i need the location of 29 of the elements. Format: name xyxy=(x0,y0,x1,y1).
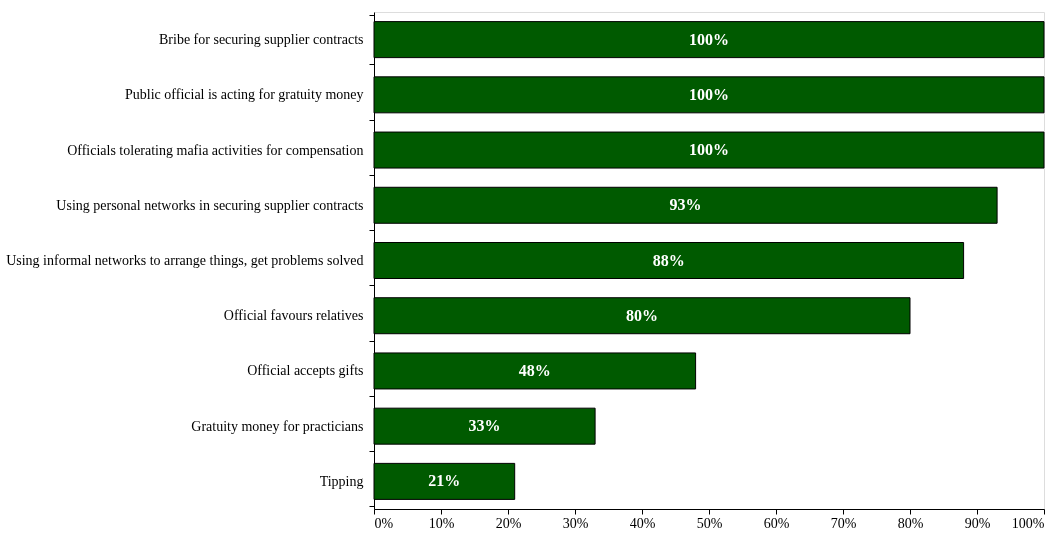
y-tick-label: Using informal networks to arrange things, get problems solved xyxy=(6,253,364,268)
data-label: 33% xyxy=(468,417,501,435)
data-label: 80% xyxy=(626,306,658,324)
y-tick-label: Gratuity money for practicians xyxy=(191,418,364,434)
y-tick-label: Officials tolerating mafia activities for compensation xyxy=(67,142,364,158)
data-label: 93% xyxy=(669,196,702,214)
x-tick-label: 40% xyxy=(629,515,656,531)
y-tick-label: Official favours relatives xyxy=(223,308,364,324)
x-tick-label: 90% xyxy=(964,515,991,531)
x-tick-label: 100% xyxy=(1011,515,1045,531)
y-tick-label: Public official is acting for gratuity money xyxy=(125,87,364,103)
x-tick-label: 0% xyxy=(374,515,394,531)
x-tick-label: 60% xyxy=(763,515,790,531)
data-label: 100% xyxy=(689,141,729,159)
x-tick-label: 20% xyxy=(495,515,522,531)
x-tick-label: 80% xyxy=(897,515,924,531)
y-tick-label: Tipping xyxy=(319,473,364,489)
x-tick-label: 70% xyxy=(830,515,857,531)
y-tick-label: Using personal networks in securing supplier contracts xyxy=(56,197,364,213)
data-label: 88% xyxy=(652,251,685,269)
x-tick-label: 10% xyxy=(428,515,455,531)
x-tick-label: 50% xyxy=(696,515,723,531)
data-label: 100% xyxy=(689,85,729,103)
y-tick-label: Official accepts gifts xyxy=(247,363,364,379)
data-label: 100% xyxy=(689,30,729,48)
data-label: 21% xyxy=(428,472,461,490)
x-tick-label: 30% xyxy=(562,515,589,531)
data-label: 48% xyxy=(518,361,551,379)
y-tick-label: Bribe for securing supplier contracts xyxy=(159,32,364,48)
